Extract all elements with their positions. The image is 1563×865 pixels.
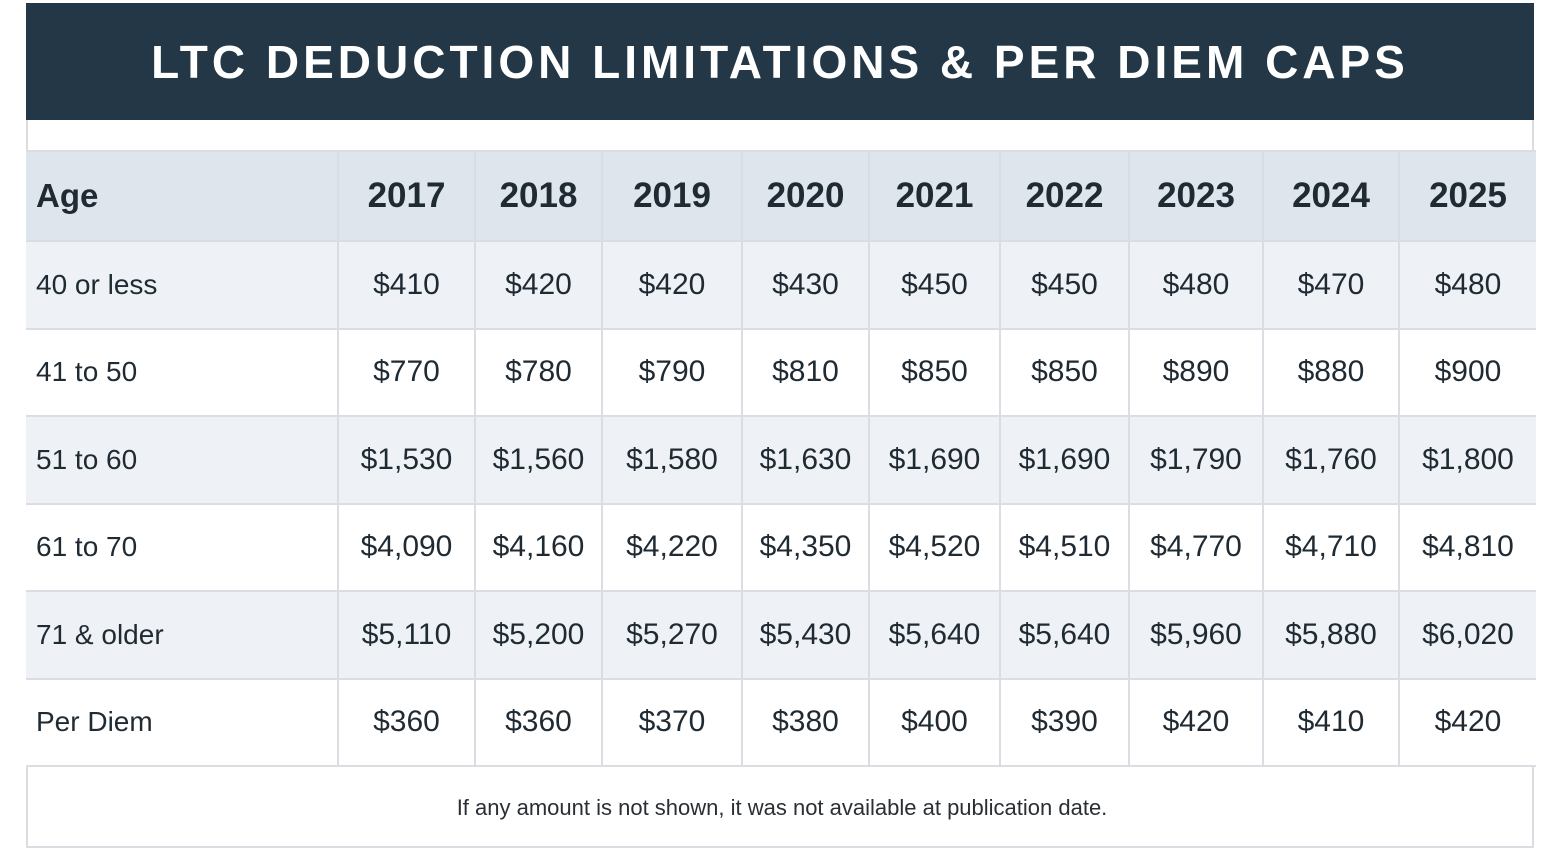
table-row: Per Diem $360 $360 $370 $380 $400 $390 $… (26, 677, 1536, 767)
column-header-2021: 2021 (868, 150, 1001, 242)
table-cell: $400 (868, 677, 1001, 767)
table-cell: $360 (474, 677, 603, 767)
table-cell: $1,560 (474, 415, 603, 505)
table-cell: $5,200 (474, 590, 603, 680)
table-cell: $480 (1398, 240, 1536, 330)
age-cell: 51 to 60 (26, 415, 339, 505)
table-cell: $6,020 (1398, 590, 1536, 680)
column-header-2017: 2017 (337, 150, 476, 242)
title-bar: LTC DEDUCTION LIMITATIONS & PER DIEM CAP… (26, 3, 1534, 120)
age-cell: Per Diem (26, 677, 339, 767)
table-cell: $4,810 (1398, 502, 1536, 592)
table-cell: $470 (1262, 240, 1400, 330)
table-cell: $4,770 (1128, 502, 1264, 592)
table-cell: $770 (337, 327, 476, 417)
table-cell: $450 (868, 240, 1001, 330)
table-cell: $450 (999, 240, 1130, 330)
table-cell: $790 (601, 327, 743, 417)
column-header-2020: 2020 (741, 150, 870, 242)
table-row: 71 & older $5,110 $5,200 $5,270 $5,430 $… (26, 590, 1536, 680)
table-cell: $890 (1128, 327, 1264, 417)
table-cell: $5,270 (601, 590, 743, 680)
table-cell: $370 (601, 677, 743, 767)
table-cell: $1,690 (868, 415, 1001, 505)
table-row: 61 to 70 $4,090 $4,160 $4,220 $4,350 $4,… (26, 502, 1536, 592)
table-cell: $850 (868, 327, 1001, 417)
age-cell: 41 to 50 (26, 327, 339, 417)
table-cell: $430 (741, 240, 870, 330)
table-cell: $5,640 (868, 590, 1001, 680)
column-header-2025: 2025 (1398, 150, 1536, 242)
table-cell: $410 (1262, 677, 1400, 767)
table-cell: $420 (601, 240, 743, 330)
column-header-2023: 2023 (1128, 150, 1264, 242)
table-cell: $4,510 (999, 502, 1130, 592)
age-cell: 71 & older (26, 590, 339, 680)
table-cell: $1,690 (999, 415, 1130, 505)
table-cell: $880 (1262, 327, 1400, 417)
table-cell: $360 (337, 677, 476, 767)
column-header-age: Age (26, 150, 339, 242)
table-cell: $4,090 (337, 502, 476, 592)
table-cell: $5,960 (1128, 590, 1264, 680)
age-cell: 61 to 70 (26, 502, 339, 592)
table-cell: $810 (741, 327, 870, 417)
table-cell: $1,580 (601, 415, 743, 505)
table-cell: $5,110 (337, 590, 476, 680)
table-cell: $420 (1128, 677, 1264, 767)
table-cell: $1,760 (1262, 415, 1400, 505)
table-cell: $4,710 (1262, 502, 1400, 592)
column-header-2024: 2024 (1262, 150, 1400, 242)
column-header-2018: 2018 (474, 150, 603, 242)
table-cell: $780 (474, 327, 603, 417)
table-cell: $1,630 (741, 415, 870, 505)
ltc-caps-card: LTC DEDUCTION LIMITATIONS & PER DIEM CAP… (26, 3, 1536, 848)
table-header-row: Age 2017 2018 2019 2020 2021 2022 2023 2… (26, 150, 1536, 242)
table-row: 41 to 50 $770 $780 $790 $810 $850 $850 $… (26, 327, 1536, 417)
table-cell: $900 (1398, 327, 1536, 417)
table-cell: $390 (999, 677, 1130, 767)
caps-table: Age 2017 2018 2019 2020 2021 2022 2023 2… (26, 150, 1536, 767)
table-cell: $850 (999, 327, 1130, 417)
table-cell: $1,790 (1128, 415, 1264, 505)
table-cell: $4,160 (474, 502, 603, 592)
table-cell: $5,430 (741, 590, 870, 680)
table-cell: $4,220 (601, 502, 743, 592)
table-row: 40 or less $410 $420 $420 $430 $450 $450… (26, 240, 1536, 330)
table-cell: $480 (1128, 240, 1264, 330)
page-title: LTC DEDUCTION LIMITATIONS & PER DIEM CAP… (151, 35, 1409, 88)
table-cell: $1,530 (337, 415, 476, 505)
table-cell: $410 (337, 240, 476, 330)
footnote: If any amount is not shown, it was not a… (456, 795, 1108, 820)
table-cell: $5,880 (1262, 590, 1400, 680)
table-cell: $380 (741, 677, 870, 767)
column-header-2022: 2022 (999, 150, 1130, 242)
table-cell: $1,800 (1398, 415, 1536, 505)
table-cell: $420 (474, 240, 603, 330)
column-header-2019: 2019 (601, 150, 743, 242)
age-cell: 40 or less (26, 240, 339, 330)
table-cell: $4,520 (868, 502, 1001, 592)
table-cell: $4,350 (741, 502, 870, 592)
table-cell: $420 (1398, 677, 1536, 767)
table-cell: $5,640 (999, 590, 1130, 680)
table-row: 51 to 60 $1,530 $1,560 $1,580 $1,630 $1,… (26, 415, 1536, 505)
